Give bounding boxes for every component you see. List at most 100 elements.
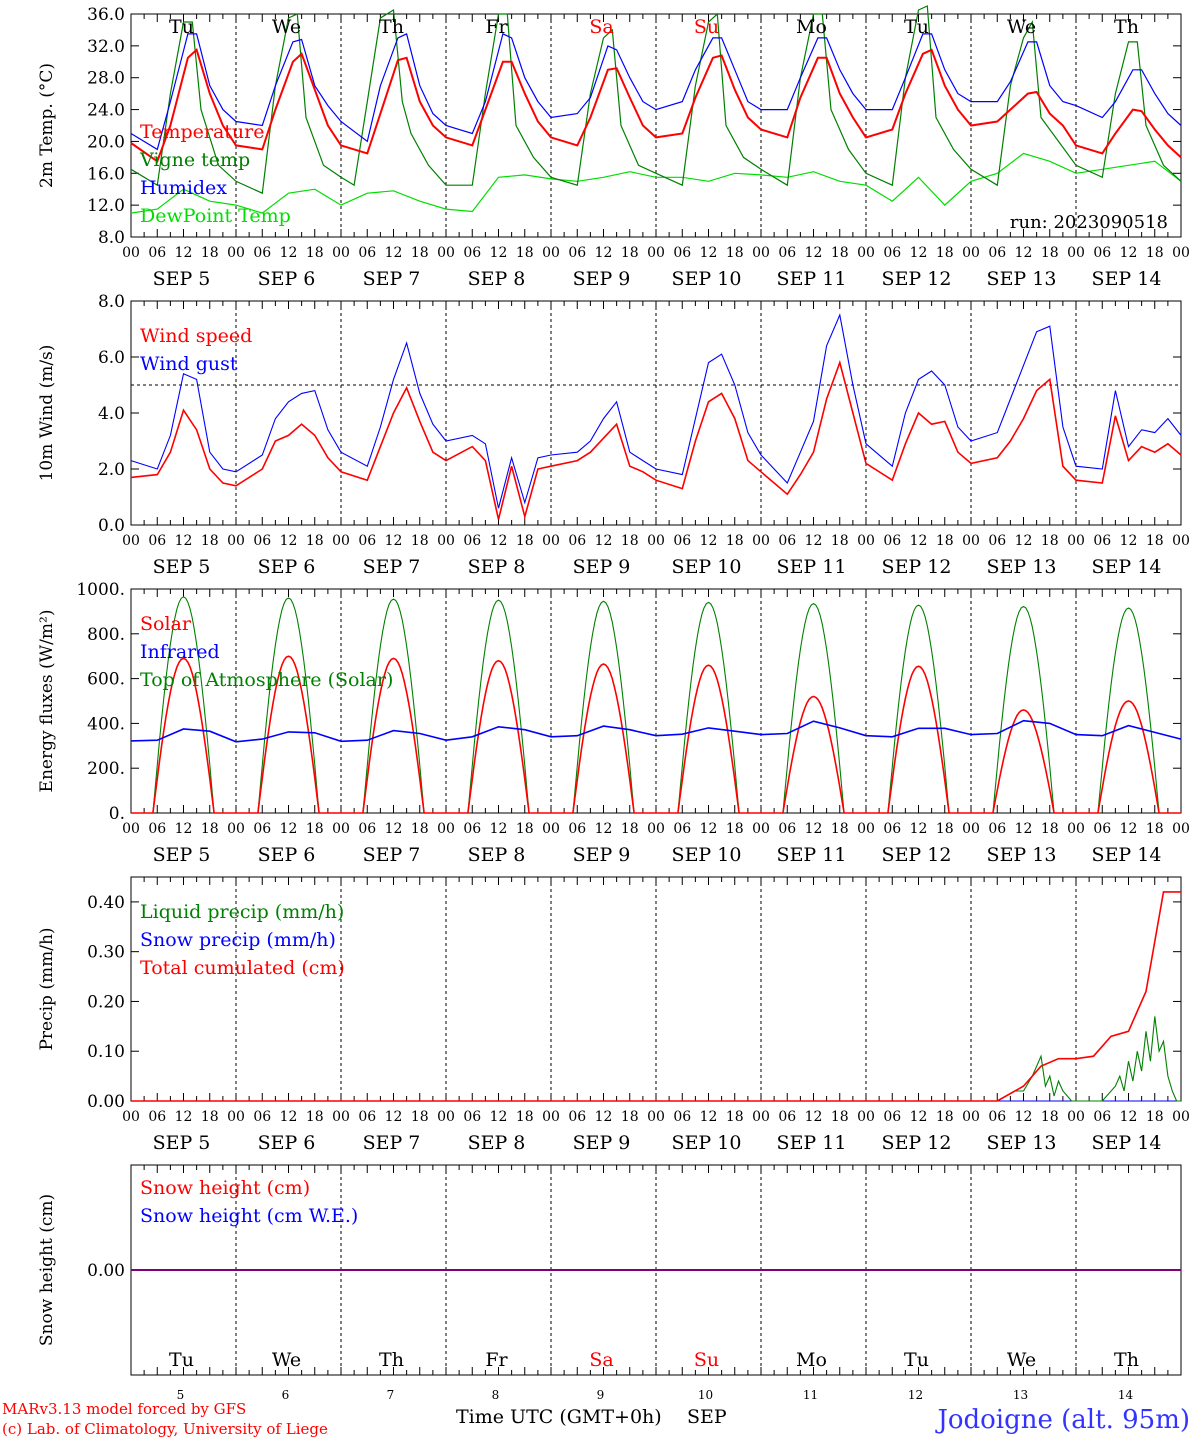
credit-model: MARv3.13 model forced by GFS: [2, 1400, 246, 1418]
temp-hour-label: 00: [1067, 245, 1085, 261]
flux-y-tick-label: 400.: [87, 714, 125, 734]
temp-date-label: SEP 8: [468, 268, 526, 290]
precip-hour-label: 06: [253, 1109, 271, 1125]
temp-date-label: SEP 12: [882, 268, 952, 290]
precip-hour-label: 00: [332, 1109, 350, 1125]
temp-hour-label: 12: [805, 245, 823, 261]
temp-series-humidex: [130, 33, 1182, 151]
temp-hour-label: 12: [595, 245, 613, 261]
wind-hour-label: 12: [1120, 533, 1138, 549]
temp-hour-label: 06: [673, 245, 691, 261]
wind-y-tick-label: 2.0: [98, 460, 125, 480]
precip-y-axis-label: Precip (mm/h): [37, 927, 57, 1050]
wind-hour-label: 18: [831, 533, 849, 549]
flux-hour-label: 00: [1067, 821, 1085, 837]
snow-y-tick-label: 0.00: [87, 1261, 125, 1281]
flux-hour-label: 12: [175, 821, 193, 837]
wind-date-label: SEP 8: [468, 556, 526, 578]
precip-date-label: SEP 9: [573, 1132, 631, 1154]
temp-date-label: SEP 10: [672, 268, 742, 290]
temp-frame: [130, 13, 1182, 238]
temp-y-tick-label: 12.0: [87, 196, 125, 216]
flux-date-label: SEP 14: [1092, 844, 1162, 866]
temp-hour-label: 06: [253, 245, 271, 261]
flux-hour-label: 12: [700, 821, 718, 837]
flux-hour-label: 12: [385, 821, 403, 837]
temp-day-abbr: We: [1007, 16, 1036, 38]
snow-day-abbr: Th: [1114, 1349, 1139, 1371]
temp-hour-label: 18: [831, 245, 849, 261]
flux-hour-label: 00: [542, 821, 560, 837]
precip-date-label: SEP 7: [363, 1132, 421, 1154]
flux-hour-label: 06: [253, 821, 271, 837]
precip-hour-label: 12: [910, 1109, 928, 1125]
wind-date-label: SEP 7: [363, 556, 421, 578]
flux-hour-label: 06: [358, 821, 376, 837]
precip-hour-label: 18: [306, 1109, 324, 1125]
temp-day-abbr: Fr: [485, 16, 508, 38]
snow-day-abbr: Tu: [904, 1349, 929, 1371]
temp-y-tick-label: 32.0: [87, 37, 125, 57]
flux-hour-label: 12: [595, 821, 613, 837]
snow-legend-1: Snow height (cm W.E.): [140, 1205, 358, 1227]
temp-series-temperature: [130, 47, 1182, 163]
wind-hour-label: 00: [857, 533, 875, 549]
temp-hour-label: 06: [568, 245, 586, 261]
temp-hour-label: 00: [332, 245, 350, 261]
wind-hour-label: 18: [516, 533, 534, 549]
temp-hour-label: 00: [962, 245, 980, 261]
snow-day-abbr: We: [272, 1349, 301, 1371]
wind-panel: 0.0 2.0 4.0 6.0 8.0 10m Wind (m/s) 00 06 12 18 SEP…: [37, 292, 1190, 578]
wind-hour-label: 00: [1067, 533, 1085, 549]
flux-date-label: SEP 8: [468, 844, 526, 866]
precip-hour-label: 18: [621, 1109, 639, 1125]
precip-hour-label: 12: [490, 1109, 508, 1125]
wind-hour-label: 06: [253, 533, 271, 549]
wind-hour-label: 12: [1015, 533, 1033, 549]
flux-hour-label: 06: [883, 821, 901, 837]
precip-date-label: SEP 8: [468, 1132, 526, 1154]
wind-hour-label: 18: [306, 533, 324, 549]
temp-date-label: SEP 9: [573, 268, 631, 290]
wind-hour-label: 18: [1146, 533, 1164, 549]
time-axis-label: Time UTC (GMT+0h): [456, 1406, 662, 1428]
precip-y-tick-label: 0.00: [87, 1092, 125, 1112]
wind-y-tick-label: 8.0: [98, 292, 125, 312]
wind-hour-label: 00: [227, 533, 245, 549]
snow-day-abbr: Sa: [589, 1349, 613, 1371]
flux-hour-label: 00: [122, 821, 140, 837]
snow-day-abbr: Tu: [169, 1349, 194, 1371]
flux-hour-label: 18: [936, 821, 954, 837]
temp-day-abbr: Th: [1114, 16, 1139, 38]
temp-hour-label: 12: [910, 245, 928, 261]
wind-hour-label: 12: [595, 533, 613, 549]
temp-hour-label: 12: [280, 245, 298, 261]
wind-legend-0: Wind speed: [140, 325, 252, 347]
snow-day-abbr: Su: [694, 1349, 719, 1371]
precip-date-label: SEP 14: [1092, 1132, 1162, 1154]
month-label: SEP: [687, 1406, 727, 1428]
precip-hour-label: 12: [175, 1109, 193, 1125]
flux-hour-label: 06: [463, 821, 481, 837]
wind-date-label: SEP 10: [672, 556, 742, 578]
flux-y-tick-label: 0.: [109, 804, 125, 824]
temp-hour-label: 00: [542, 245, 560, 261]
plots-layer: 8.0 12.0 16.0 20.0 24.0 28.0 32.0 36.0 2m Temp. …: [37, 5, 1190, 1402]
precip-series-2: [131, 891, 1181, 1102]
snow-day-number: 11: [803, 1388, 818, 1402]
precip-hour-label: 00: [227, 1109, 245, 1125]
wind-hour-label: 12: [175, 533, 193, 549]
flux-hour-label: 00: [437, 821, 455, 837]
temp-hour-label: 00: [437, 245, 455, 261]
temp-hour-label: 00: [857, 245, 875, 261]
flux-date-label: SEP 13: [987, 844, 1057, 866]
temp-y-tick-label: 36.0: [87, 5, 125, 25]
wind-hour-label: 06: [568, 533, 586, 549]
wind-date-label: SEP 11: [777, 556, 847, 578]
wind-hour-label: 00: [647, 533, 665, 549]
wind-date-label: SEP 12: [882, 556, 952, 578]
flux-hour-label: 00: [227, 821, 245, 837]
temp-date-label: SEP 11: [777, 268, 847, 290]
snow-day-number: 14: [1118, 1388, 1134, 1402]
precip-hour-label: 06: [778, 1109, 796, 1125]
